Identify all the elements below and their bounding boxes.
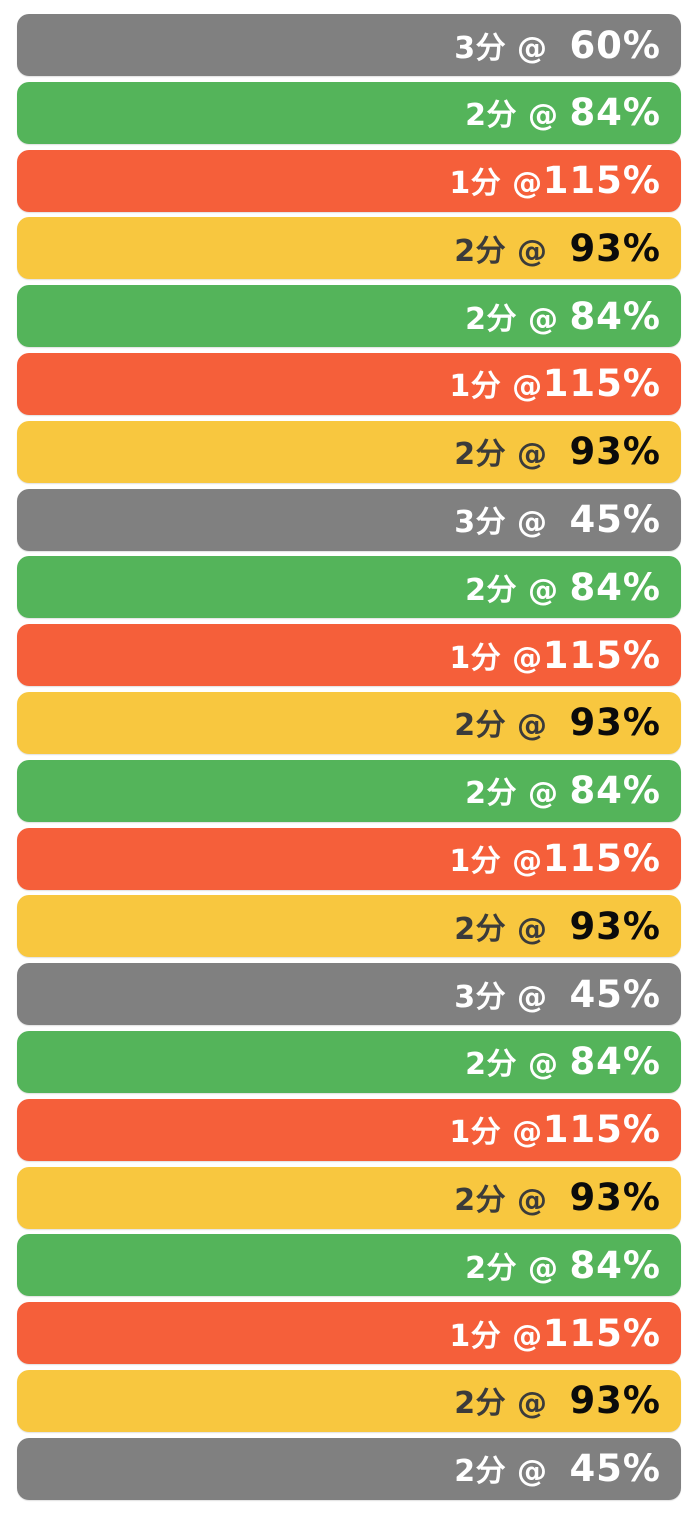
- interval-label: 3分 @ 45%: [454, 976, 681, 1013]
- interval-percent-label: 93%: [569, 701, 661, 745]
- interval-percent-label: 115%: [542, 1108, 661, 1152]
- interval-duration-label: 3分 @: [454, 30, 570, 66]
- interval-percent-label: 93%: [569, 1379, 661, 1423]
- interval-label: 3分 @ 45%: [454, 501, 681, 538]
- interval-bar: 3分 @ 60%: [17, 14, 681, 76]
- interval-bar: 3分 @ 45%: [17, 488, 681, 551]
- interval-label: 2分 @ 84%: [465, 94, 681, 131]
- interval-label: 3分 @ 60%: [454, 27, 681, 64]
- interval-percent-label: 93%: [569, 226, 661, 270]
- interval-label: 1分 @115%: [449, 162, 681, 199]
- interval-label: 2分 @ 84%: [465, 298, 681, 335]
- interval-label: 1分 @115%: [449, 1315, 681, 1352]
- interval-percent-label: 93%: [569, 430, 661, 474]
- interval-percent-label: 93%: [569, 1176, 661, 1220]
- interval-duration-label: 2分 @: [465, 776, 570, 812]
- interval-percent-label: 84%: [569, 294, 661, 338]
- interval-duration-label: 3分 @: [454, 979, 570, 1015]
- interval-duration-label: 1分 @: [449, 844, 543, 880]
- interval-percent-label: 45%: [569, 972, 661, 1016]
- interval-bar: 1分 @115%: [17, 827, 681, 890]
- interval-label: 1分 @115%: [449, 840, 681, 877]
- interval-percent-label: 84%: [569, 769, 661, 813]
- interval-percent-label: 115%: [542, 633, 661, 677]
- interval-duration-label: 2分 @: [454, 1183, 570, 1219]
- interval-bar: 2分 @ 84%: [17, 1030, 681, 1093]
- interval-bar: 2分 @ 84%: [17, 285, 681, 348]
- interval-percent-label: 115%: [542, 159, 661, 203]
- interval-duration-label: 2分 @: [465, 572, 570, 608]
- interval-label: 2分 @ 84%: [465, 772, 681, 809]
- interval-percent-label: 84%: [569, 1243, 661, 1287]
- interval-percent-label: 45%: [569, 1447, 661, 1491]
- interval-percent-label: 115%: [542, 362, 661, 406]
- interval-label: 2分 @ 45%: [454, 1450, 681, 1487]
- interval-label: 1分 @115%: [449, 637, 681, 674]
- interval-duration-label: 2分 @: [465, 1047, 570, 1083]
- interval-duration-label: 1分 @: [449, 166, 543, 202]
- interval-percent-label: 84%: [569, 91, 661, 135]
- interval-label: 1分 @115%: [449, 365, 681, 402]
- interval-bar: 1分 @115%: [17, 624, 681, 687]
- interval-percent-label: 60%: [569, 23, 661, 67]
- interval-percent-label: 93%: [569, 904, 661, 948]
- interval-duration-label: 2分 @: [465, 301, 570, 337]
- interval-bar: 1分 @115%: [17, 149, 681, 212]
- interval-percent-label: 84%: [569, 565, 661, 609]
- interval-label: 2分 @ 93%: [454, 704, 681, 741]
- interval-percent-label: 45%: [569, 498, 661, 542]
- interval-label: 2分 @ 84%: [465, 1247, 681, 1284]
- interval-bar: 1分 @115%: [17, 1302, 681, 1365]
- interval-bar: 2分 @ 84%: [17, 556, 681, 619]
- interval-label: 2分 @ 84%: [465, 569, 681, 606]
- interval-bar: 2分 @ 93%: [17, 1166, 681, 1229]
- interval-label: 2分 @ 93%: [454, 230, 681, 267]
- interval-duration-label: 2分 @: [465, 98, 570, 134]
- interval-duration-label: 1分 @: [449, 1115, 543, 1151]
- interval-bar: 2分 @ 84%: [17, 1234, 681, 1297]
- interval-bar: 1分 @115%: [17, 352, 681, 415]
- interval-bar: 2分 @ 93%: [17, 420, 681, 483]
- interval-label: 2分 @ 84%: [465, 1043, 681, 1080]
- interval-duration-label: 2分 @: [454, 911, 570, 947]
- interval-bar: 3分 @ 45%: [17, 963, 681, 1026]
- interval-label: 2分 @ 93%: [454, 1382, 681, 1419]
- interval-percent-label: 115%: [542, 1311, 661, 1355]
- interval-bar: 1分 @115%: [17, 1098, 681, 1161]
- interval-label: 2分 @ 93%: [454, 433, 681, 470]
- interval-duration-label: 1分 @: [449, 369, 543, 405]
- interval-bar: 2分 @ 45%: [17, 1437, 681, 1500]
- interval-duration-label: 3分 @: [454, 505, 570, 541]
- interval-duration-label: 1分 @: [449, 1318, 543, 1354]
- interval-percent-label: 115%: [542, 837, 661, 881]
- interval-label: 2分 @ 93%: [454, 908, 681, 945]
- interval-duration-label: 2分 @: [454, 708, 570, 744]
- interval-duration-label: 2分 @: [454, 1386, 570, 1422]
- interval-bar: 2分 @ 93%: [17, 691, 681, 754]
- interval-bar: 2分 @ 93%: [17, 895, 681, 958]
- interval-duration-label: 2分 @: [454, 437, 570, 473]
- interval-label: 2分 @ 93%: [454, 1179, 681, 1216]
- interval-bar: 2分 @ 93%: [17, 217, 681, 280]
- interval-duration-label: 2分 @: [454, 1454, 570, 1490]
- interval-label: 1分 @115%: [449, 1111, 681, 1148]
- interval-percent-label: 84%: [569, 1040, 661, 1084]
- interval-duration-label: 1分 @: [449, 640, 543, 676]
- interval-bar: 2分 @ 84%: [17, 759, 681, 822]
- interval-duration-label: 2分 @: [454, 233, 570, 269]
- interval-bar: 2分 @ 84%: [17, 81, 681, 144]
- interval-duration-label: 2分 @: [465, 1250, 570, 1286]
- interval-bar: 2分 @ 93%: [17, 1369, 681, 1432]
